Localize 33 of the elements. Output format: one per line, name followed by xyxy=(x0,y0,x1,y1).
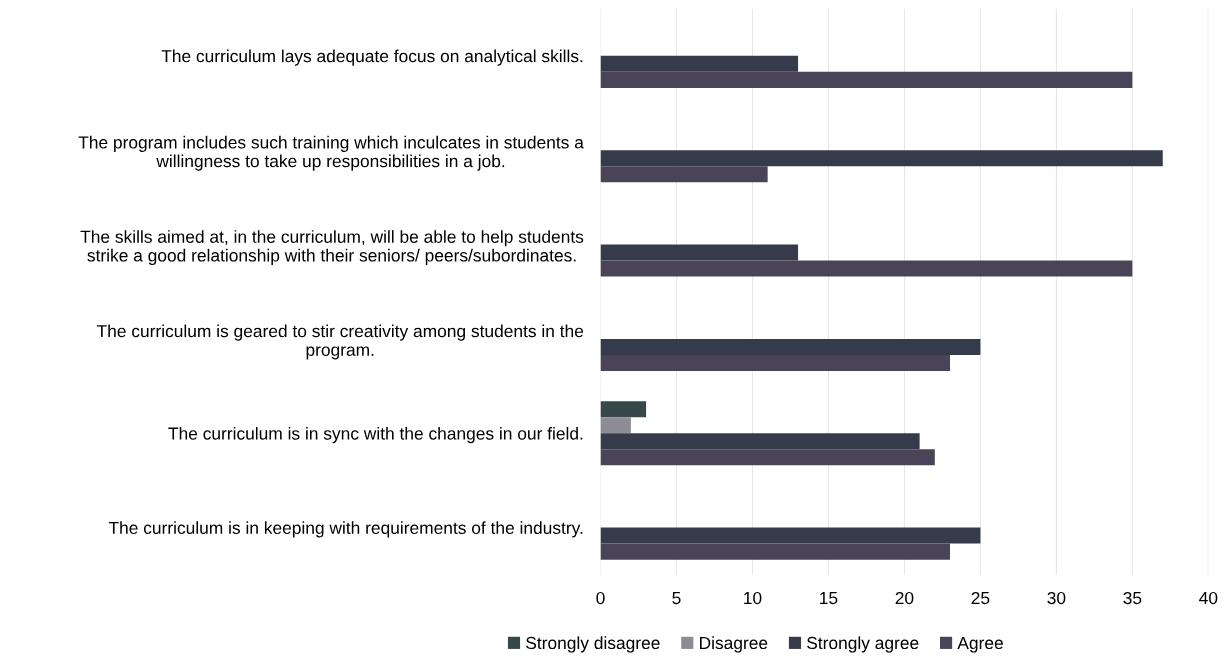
legend-label: Strongly disagree xyxy=(526,636,660,653)
x-tick-label: 10 xyxy=(744,591,762,605)
x-tick-label: 0 xyxy=(596,591,605,605)
x-tick-label: 25 xyxy=(971,591,990,605)
bar xyxy=(600,55,799,72)
x-tick-label: 35 xyxy=(1123,591,1142,605)
x-tick-label: 5 xyxy=(672,592,681,605)
x-tick-label: 30 xyxy=(1047,591,1066,605)
y-tick-label: The curriculum lays adequate focus on analytical skills. xyxy=(161,49,583,66)
bar xyxy=(600,244,799,261)
legend-label: Agree xyxy=(957,636,1003,653)
y-tick-label: The curriculum is in sync with the changes in our field. xyxy=(168,426,583,444)
legend-label: Disagree xyxy=(700,636,768,653)
x-tick-label: 40 xyxy=(1199,591,1218,605)
bar xyxy=(600,543,951,560)
bar xyxy=(600,150,1163,167)
bar xyxy=(600,354,951,371)
legend-label: Strongly agree xyxy=(807,636,919,653)
y-tick-label: The curriculum is in keeping with requirements of the industry. xyxy=(108,521,583,538)
bar xyxy=(600,166,768,183)
bar xyxy=(600,527,981,544)
bar xyxy=(600,71,1133,88)
bar xyxy=(600,401,647,418)
bar xyxy=(600,260,1133,277)
y-tick-label: The skills aimed at, in the curriculum, will be able to help students strike a good relationship with their seniors/ peers/subordinates. xyxy=(80,230,584,266)
bar xyxy=(600,417,631,434)
bar xyxy=(600,338,981,355)
bar xyxy=(600,449,935,466)
bar xyxy=(600,433,920,450)
y-tick-label: The curriculum is geared to stir creativity among students in the program. xyxy=(96,324,584,360)
x-tick-label: 20 xyxy=(895,591,914,605)
y-tick-label: The program includes such training which inculcates in students a willingness to take up responsibilities in a job. xyxy=(78,135,584,171)
x-tick-label: 15 xyxy=(820,592,838,605)
